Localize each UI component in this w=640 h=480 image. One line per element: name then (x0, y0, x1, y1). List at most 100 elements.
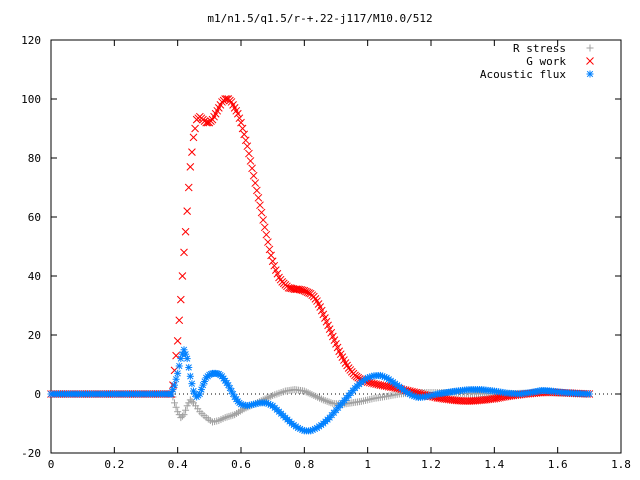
data-point (223, 413, 231, 421)
data-point (305, 289, 313, 297)
x-tick-label: 0.4 (168, 458, 188, 471)
y-tick-label: 40 (28, 270, 41, 283)
data-point (251, 179, 260, 187)
data-point (286, 284, 294, 292)
y-tick-label: 80 (28, 152, 41, 165)
data-point (173, 337, 182, 345)
data-point (188, 148, 196, 156)
data-point (191, 124, 199, 133)
chart-title: m1/n1.5/q1.5/r-+.22-j117/M10.0/512 (207, 12, 432, 25)
data-point (259, 216, 268, 224)
data-point (235, 114, 244, 123)
data-point (178, 412, 186, 420)
data-point (284, 283, 293, 292)
legend-label: R stress (513, 42, 566, 55)
data-point (460, 397, 468, 405)
series-g-work (47, 95, 594, 405)
data-point (268, 257, 277, 266)
data-point (183, 207, 192, 215)
data-point (183, 402, 191, 410)
legend-marker (586, 70, 594, 78)
data-point (184, 183, 193, 192)
data-point (264, 238, 272, 246)
data-point (224, 381, 232, 389)
legend-label: G work (526, 55, 566, 68)
data-point (186, 162, 195, 171)
data-point (176, 295, 185, 304)
y-tick-label: 0 (34, 388, 41, 401)
data-point (186, 372, 194, 380)
x-tick-label: 1 (364, 458, 371, 471)
data-point (585, 390, 593, 398)
data-point (175, 316, 184, 325)
data-point (240, 130, 249, 139)
data-point (267, 251, 275, 260)
data-point (260, 223, 269, 232)
legend-label: Acoustic flux (480, 68, 566, 81)
data-point (172, 375, 180, 383)
data-point (174, 408, 182, 416)
data-point (246, 157, 255, 165)
data-point (294, 285, 302, 294)
x-tick-label: 1.4 (484, 458, 504, 471)
data-point (265, 245, 274, 254)
x-tick-label: 1.8 (611, 458, 631, 471)
ticks-layer: 0 0.2 0.4 0.6 0.8 1 1.2 1.4 1.6 1.8 -20 0 20 40 60 80 10… (21, 34, 631, 471)
x-tick-label: 1.2 (421, 458, 441, 471)
data-point (175, 362, 183, 370)
legend-marker (586, 44, 594, 52)
data-point (237, 118, 245, 127)
data-point (172, 351, 180, 360)
data-point (185, 363, 193, 371)
data-point (245, 149, 253, 158)
y-tick-label: -20 (21, 447, 41, 460)
data-point (188, 380, 196, 388)
y-tick-label: 120 (21, 34, 41, 47)
data-point (186, 396, 194, 404)
data-point (238, 124, 247, 133)
data-point (202, 118, 211, 127)
data-point (248, 164, 256, 173)
data-point (178, 272, 187, 280)
data-point (171, 381, 178, 389)
data-point (171, 399, 178, 407)
y-tick-label: 20 (28, 329, 41, 342)
data-point (189, 133, 198, 142)
x-tick-label: 1.6 (548, 458, 568, 471)
data-point (254, 193, 263, 202)
data-point (241, 136, 250, 145)
data-point (182, 406, 190, 414)
data-point (252, 186, 261, 195)
y-tick-label: 60 (28, 211, 41, 224)
data-point (467, 397, 476, 405)
data-point (262, 230, 271, 239)
x-tick-label: 0.6 (231, 458, 251, 471)
data-point (180, 248, 188, 257)
data-point (183, 355, 191, 363)
series-layer (47, 95, 594, 435)
x-tick-label: 0.2 (104, 458, 124, 471)
data-point (295, 285, 304, 294)
x-tick-label: 0.8 (294, 458, 314, 471)
data-point (256, 201, 264, 210)
data-point (465, 397, 474, 405)
data-point (249, 171, 258, 180)
data-point (180, 411, 188, 419)
data-point (270, 261, 279, 270)
data-point (172, 403, 180, 411)
series-acoustic-flux (47, 346, 593, 435)
data-point (461, 397, 470, 405)
data-point (181, 227, 190, 236)
y-tick-label: 100 (21, 93, 41, 106)
data-point (188, 397, 196, 405)
plot-frame (50, 39, 622, 454)
data-point (177, 414, 185, 422)
x-tick-label: 0 (48, 458, 55, 471)
data-point (221, 95, 230, 103)
data-point (174, 369, 182, 377)
data-point (243, 142, 252, 151)
data-point (257, 208, 266, 217)
